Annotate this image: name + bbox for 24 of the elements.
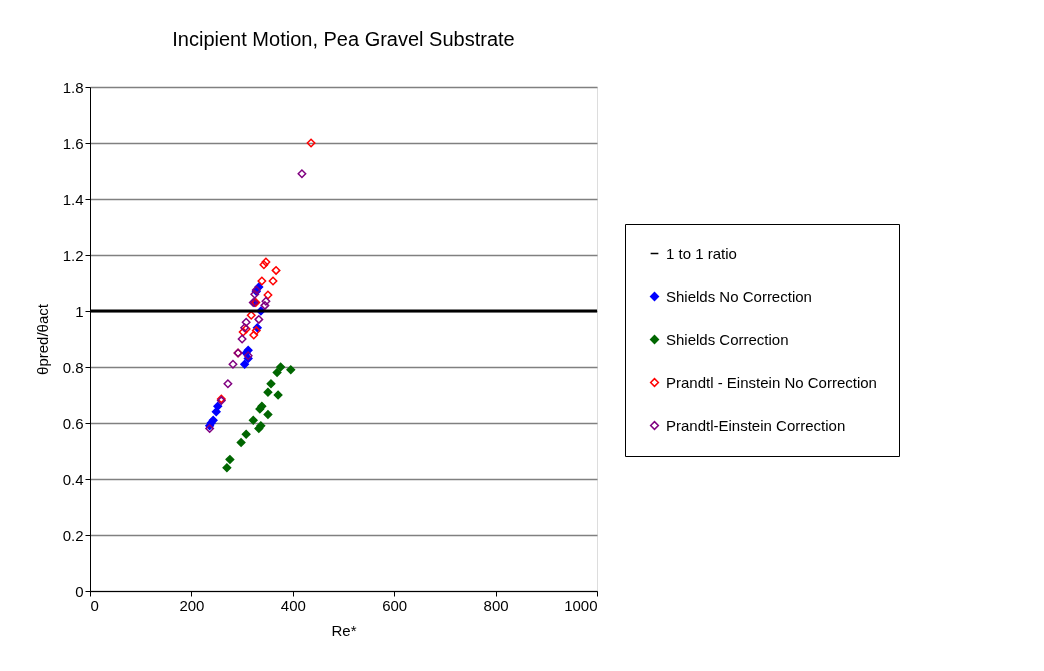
x-axis-title: Re* [331,621,357,639]
x-tick-label: 0 [90,596,99,614]
x-tick-label: 800 [483,596,509,614]
x-tick-label: 600 [382,596,408,614]
y-axis-title: θpred/θact [33,303,51,375]
legend-label: Prandtl - Einstein No Correction [666,373,877,391]
y-tick-label: 0 [75,582,84,600]
y-tick-label: 0.8 [62,358,84,376]
x-tick-label: 400 [280,596,306,614]
y-tick-label: 1.2 [62,246,84,264]
y-tick-label: 1.8 [62,78,84,96]
legend-label: Prandtl-Einstein Correction [666,416,846,434]
y-tick-label: 0.6 [62,414,84,432]
x-tick-label: 1000 [564,596,598,614]
legend-label: Shields Correction [666,330,789,348]
legend-label: Shields No Correction [666,287,812,305]
legend-label: 1 to 1 ratio [666,244,737,262]
y-tick-label: 0.4 [62,470,84,488]
y-tick-label: 1.4 [62,190,84,208]
x-tick-label: 200 [179,596,205,614]
y-tick-label: 1.6 [62,134,84,152]
y-tick-label: 0.2 [62,526,84,544]
y-tick-label: 1 [75,302,84,320]
chart-title: Incipient Motion, Pea Gravel Substrate [172,28,515,50]
